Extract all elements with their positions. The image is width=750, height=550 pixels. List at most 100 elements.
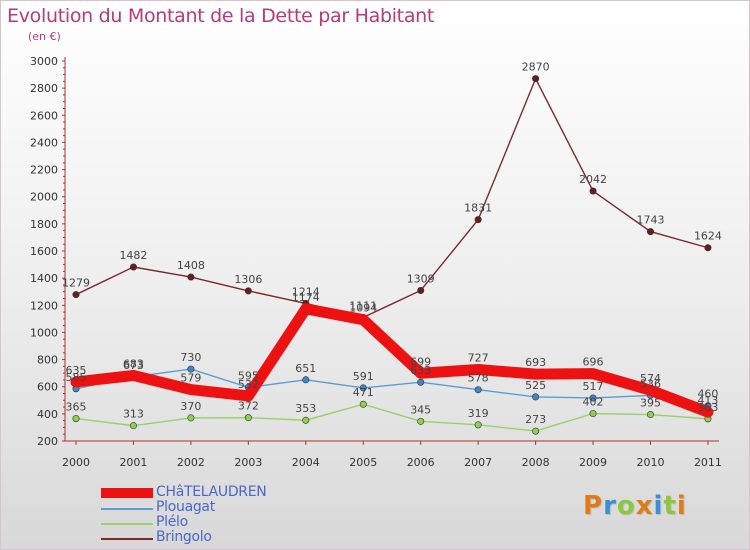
data-point: [187, 365, 195, 373]
data-label: 683: [123, 357, 144, 370]
data-point: [129, 263, 137, 271]
data-label: 372: [238, 400, 259, 413]
x-tick-label: 2009: [579, 456, 607, 469]
data-label: 673: [123, 359, 144, 372]
x-tick-label: 2000: [62, 456, 90, 469]
data-point: [302, 416, 310, 424]
legend-swatch: [101, 538, 153, 540]
chart-title: Evolution du Montant de la Dette par Hab…: [7, 5, 435, 27]
y-tick-label: 1800: [30, 218, 58, 231]
y-tick-label: 2000: [30, 191, 58, 204]
data-point: [532, 393, 540, 401]
data-label: 635: [66, 364, 87, 377]
data-label: 353: [295, 402, 316, 415]
series-line-chatelaudren: [70, 303, 714, 418]
data-label: 730: [180, 351, 201, 364]
y-tick-label: 800: [37, 354, 58, 367]
data-label: 1482: [119, 249, 147, 262]
data-label: 1408: [177, 259, 205, 272]
proxiti-logo: Proxiti: [583, 491, 687, 521]
data-point: [72, 415, 80, 423]
legend-swatch: [101, 508, 153, 510]
logo-letter: o: [616, 491, 636, 521]
x-tick-label: 2001: [119, 456, 147, 469]
x-tick-label: 2002: [177, 456, 205, 469]
data-label: 395: [640, 397, 661, 410]
data-point: [474, 421, 482, 429]
logo-letter: t: [663, 491, 677, 521]
data-point: [589, 187, 597, 195]
data-label: 595: [238, 369, 259, 382]
data-point: [474, 386, 482, 394]
y-tick-label: 1400: [30, 272, 58, 285]
series-line-plouagat: [75, 368, 709, 407]
data-point: [417, 378, 425, 386]
y-tick-label: 600: [37, 381, 58, 394]
data-point: [646, 228, 654, 236]
data-label: 402: [583, 396, 604, 409]
legend-label: Plouagat: [156, 499, 215, 515]
data-point: [187, 273, 195, 281]
data-label: 585: [66, 371, 87, 384]
data-label: 633: [410, 364, 431, 377]
data-point: [359, 384, 367, 392]
chart-subtitle: (en €): [28, 30, 61, 43]
data-point: [187, 414, 195, 422]
data-label: 1831: [464, 202, 492, 215]
data-point: [532, 75, 540, 83]
data-label: 1174: [292, 291, 320, 304]
y-tick-label: 3000: [30, 55, 58, 68]
data-point: [244, 287, 252, 295]
logo-letter: r: [603, 491, 617, 521]
data-label: 536: [640, 377, 661, 390]
y-tick-label: 2400: [30, 136, 58, 149]
data-point: [589, 394, 597, 402]
logo-letter: i: [653, 491, 664, 521]
data-label: 1279: [62, 277, 90, 290]
data-label: 699: [410, 355, 431, 368]
data-label: 1309: [407, 272, 435, 285]
data-label: 591: [353, 370, 374, 383]
data-label: 1743: [637, 214, 665, 227]
y-tick-label: 1000: [30, 326, 58, 339]
data-point: [359, 400, 367, 408]
data-point: [417, 286, 425, 294]
data-label: 574: [640, 372, 661, 385]
data-point: [302, 376, 310, 384]
data-label: 1094: [349, 302, 377, 315]
data-label: 1306: [234, 273, 262, 286]
legend-swatch: [101, 488, 153, 498]
legend-label: Plélo: [156, 514, 188, 530]
x-tick-label: 2007: [464, 456, 492, 469]
data-point: [129, 422, 137, 430]
logo-letter: i: [676, 491, 687, 521]
data-label: 273: [525, 413, 546, 426]
y-tick-label: 2600: [30, 109, 58, 122]
data-point: [244, 414, 252, 422]
logo-letter: x: [635, 491, 654, 521]
data-label: 319: [468, 407, 489, 420]
data-label: 1111: [349, 299, 377, 312]
data-label: 363: [697, 401, 718, 414]
data-point: [704, 244, 712, 252]
data-label: 370: [180, 400, 201, 413]
data-point: [72, 291, 80, 299]
data-point: [589, 410, 597, 418]
data-label: 579: [180, 372, 201, 385]
x-tick-label: 2006: [407, 456, 435, 469]
data-label: 651: [295, 362, 316, 375]
data-point: [417, 417, 425, 425]
data-label: 578: [468, 372, 489, 385]
data-point: [646, 411, 654, 419]
y-tick-label: 1600: [30, 245, 58, 258]
data-label: 460: [697, 388, 718, 401]
data-label: 313: [123, 408, 144, 421]
data-label: 2042: [579, 173, 607, 186]
x-tick-label: 2011: [694, 456, 722, 469]
data-label: 1624: [694, 230, 722, 243]
x-tick-label: 2004: [292, 456, 320, 469]
legend-swatch: [101, 523, 153, 525]
y-tick-label: 1200: [30, 299, 58, 312]
